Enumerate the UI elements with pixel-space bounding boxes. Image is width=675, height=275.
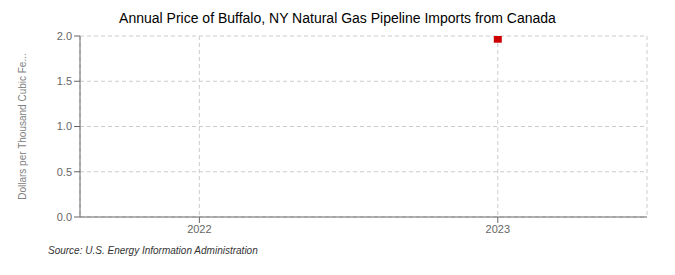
svg-text:Dollars per Thousand Cubic Fe.: Dollars per Thousand Cubic Fe...: [17, 53, 28, 200]
svg-text:0.5: 0.5: [57, 166, 72, 178]
svg-text:1.5: 1.5: [57, 75, 72, 87]
svg-text:2023: 2023: [486, 223, 510, 235]
svg-text:2022: 2022: [187, 223, 211, 235]
svg-text:2.0: 2.0: [57, 30, 72, 42]
svg-text:0.0: 0.0: [57, 211, 72, 223]
html-text:Source: U.S. Energy Informatio: Source: U.S. Energy Information Administ…: [48, 245, 258, 256]
svg-text:1.0: 1.0: [57, 120, 72, 132]
html-text:Annual Price of Buffalo, NY Na: Annual Price of Buffalo, NY Natural Gas …: [119, 10, 556, 26]
